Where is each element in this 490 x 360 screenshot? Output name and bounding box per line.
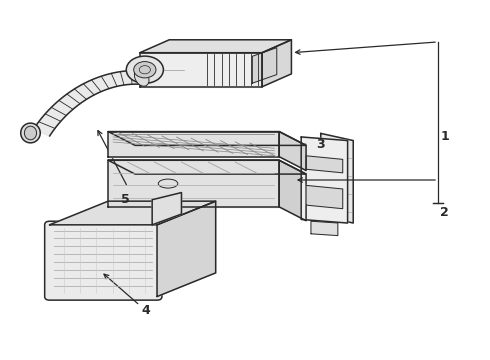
- Polygon shape: [152, 193, 181, 225]
- Polygon shape: [301, 137, 347, 223]
- Polygon shape: [49, 201, 216, 225]
- Polygon shape: [108, 160, 306, 174]
- Polygon shape: [252, 48, 277, 83]
- Polygon shape: [108, 132, 279, 157]
- Text: 1: 1: [441, 130, 449, 144]
- Polygon shape: [157, 201, 216, 297]
- Polygon shape: [108, 160, 279, 207]
- Text: 5: 5: [121, 193, 130, 206]
- Polygon shape: [140, 53, 262, 87]
- Ellipse shape: [24, 126, 37, 140]
- Text: 4: 4: [142, 305, 150, 318]
- Polygon shape: [279, 160, 306, 221]
- Text: 2: 2: [441, 206, 449, 219]
- Polygon shape: [262, 40, 292, 87]
- Polygon shape: [33, 71, 140, 136]
- Circle shape: [126, 56, 163, 84]
- Polygon shape: [140, 40, 292, 53]
- Polygon shape: [311, 221, 338, 235]
- Polygon shape: [108, 132, 306, 145]
- Ellipse shape: [21, 123, 40, 143]
- FancyBboxPatch shape: [45, 221, 162, 300]
- Polygon shape: [306, 156, 343, 173]
- Circle shape: [134, 62, 156, 78]
- Polygon shape: [321, 134, 353, 223]
- Text: 3: 3: [316, 138, 324, 150]
- Polygon shape: [279, 132, 306, 171]
- Ellipse shape: [134, 69, 149, 86]
- Polygon shape: [306, 185, 343, 209]
